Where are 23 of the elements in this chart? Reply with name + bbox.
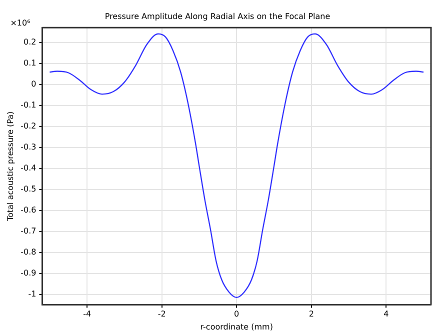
y-tick-label: -0.3 (20, 142, 36, 152)
y-tick-label: 0 (31, 79, 36, 88)
x-tick-label: 2 (308, 310, 314, 319)
y-axis-title: Total acoustic pressure (Pa) (6, 111, 15, 222)
x-tick-label: 4 (384, 310, 389, 319)
x-axis-title: r-coordinate (mm) (200, 322, 273, 332)
line-series (49, 33, 424, 298)
y-tick-label: -0.6 (20, 205, 36, 214)
y-tick-label: -0.9 (20, 268, 36, 278)
y-tick-label: 0.2 (23, 37, 36, 46)
x-tick-label: 0 (234, 310, 240, 319)
chart-title: Pressure Amplitude Along Radial Axis on the Focal Plane (104, 12, 330, 21)
y-tick-label: 0.1 (23, 58, 36, 68)
y-tick-label: -0.1 (20, 100, 36, 110)
y-tick-label: -0.4 (20, 163, 36, 172)
x-tick-label: -4 (83, 310, 92, 319)
x-tick-label: -2 (158, 310, 166, 319)
y-tick-label: -0.5 (20, 184, 36, 194)
y-tick-label: -0.2 (20, 121, 36, 130)
y-tick-label: -0.7 (20, 226, 36, 236)
y-tick-label: -1 (28, 289, 36, 298)
y-tick-label: -0.8 (20, 247, 36, 256)
text: ×10⁶ (10, 18, 30, 28)
